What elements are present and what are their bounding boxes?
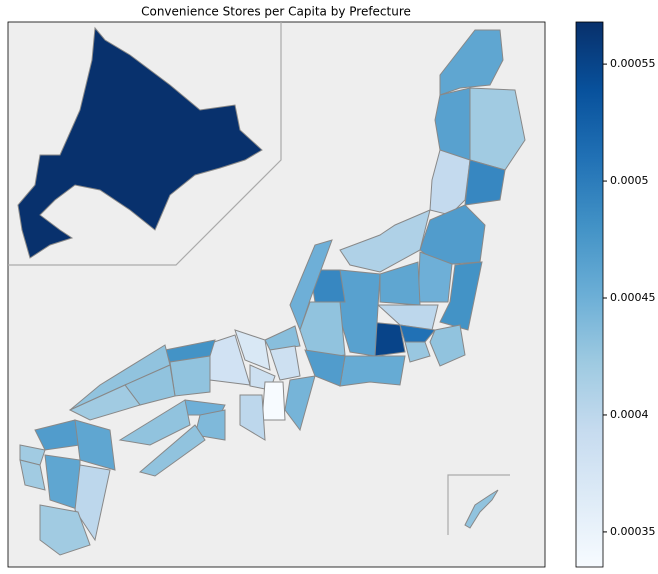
prefectures — [17, 26, 526, 556]
colorbar-tick-label: 0.00055 — [610, 57, 656, 70]
prefecture — [269, 345, 301, 381]
prefecture — [404, 341, 431, 363]
map-title: Convenience Stores per Capita by Prefect… — [141, 5, 411, 19]
inset-border — [447, 474, 510, 535]
colorbar-tick-label: 0.0005 — [610, 174, 649, 187]
prefecture — [234, 329, 271, 371]
colorbar — [575, 21, 604, 568]
prefecture — [284, 375, 316, 432]
prefecture — [19, 459, 46, 491]
prefecture — [239, 394, 266, 441]
colorbar-tick-label: 0.00045 — [610, 291, 656, 304]
prefecture — [339, 355, 406, 387]
prefecture — [469, 87, 526, 171]
prefecture — [68, 384, 141, 421]
prefecture — [261, 381, 286, 421]
prefecture — [289, 239, 333, 332]
prefecture — [464, 159, 506, 206]
prefecture — [464, 489, 499, 529]
prefecture — [74, 419, 116, 471]
prefecture — [138, 424, 206, 477]
prefecture — [264, 325, 301, 351]
colorbar-ticks: 0.00035 0.0004 0.00045 0.0005 0.00055 — [603, 57, 656, 538]
prefecture — [339, 209, 431, 273]
prefecture — [118, 399, 191, 446]
prefecture — [39, 504, 91, 556]
colorbar-tick-label: 0.00035 — [610, 525, 656, 538]
prefecture — [17, 26, 263, 259]
inset-border — [8, 22, 282, 266]
prefecture — [304, 349, 346, 387]
prefecture — [74, 464, 111, 542]
prefecture — [429, 324, 466, 367]
colorbar-tick-label: 0.0004 — [610, 408, 649, 421]
prefecture — [169, 355, 211, 397]
